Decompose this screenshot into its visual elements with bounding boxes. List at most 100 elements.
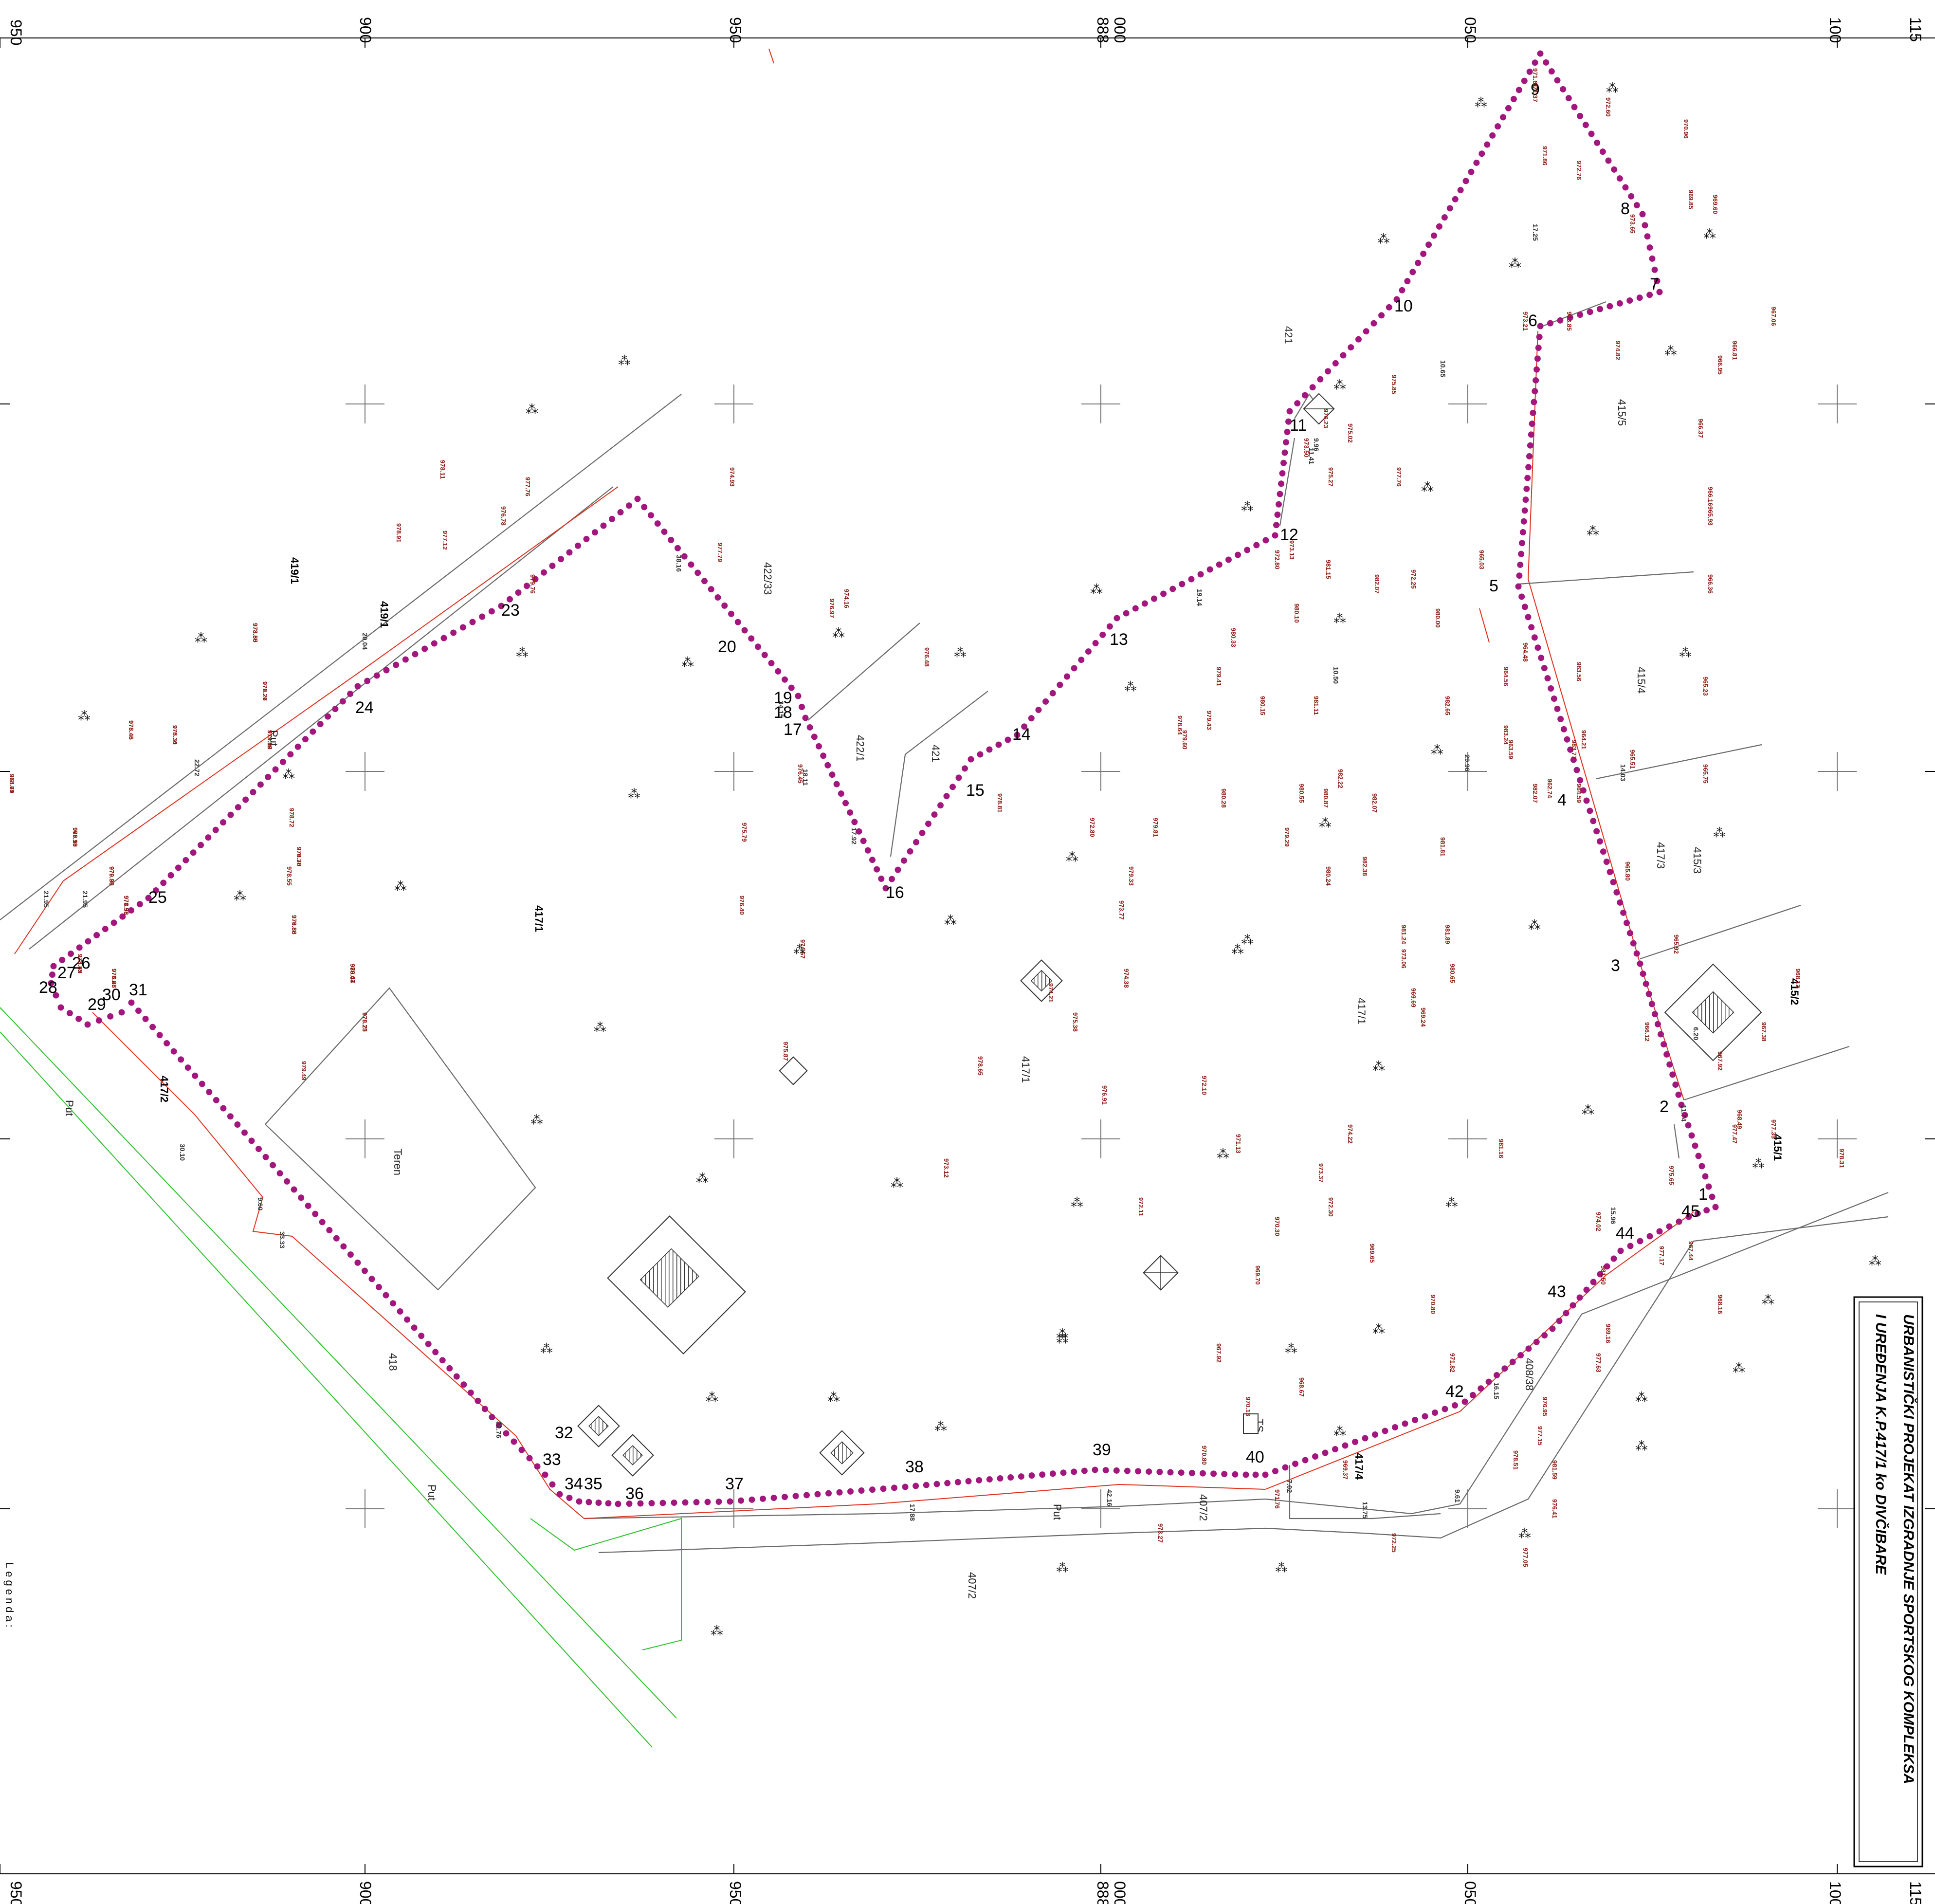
- boundary-dot: [1363, 328, 1369, 334]
- elevation-label: 970.80: [1201, 1446, 1208, 1465]
- elevation-label: 982.38: [1361, 857, 1369, 876]
- boundary-dot: [1560, 86, 1566, 92]
- boundary-dot: [878, 876, 884, 882]
- elevation-label: 980.15: [1259, 696, 1266, 715]
- elevation-label: 977.15: [1536, 1426, 1544, 1446]
- boundary-dot: [1519, 540, 1525, 546]
- boundary-dot: [450, 630, 456, 636]
- boundary-dot: [1029, 1472, 1035, 1479]
- point-label: 20: [718, 638, 736, 656]
- tree-icon: ⁂: [1333, 1424, 1347, 1439]
- boundary-dot: [248, 1137, 255, 1144]
- elevation-label: 968.67: [1298, 1377, 1305, 1397]
- boundary-dot: [1399, 287, 1405, 293]
- boundary-dot: [1292, 1461, 1298, 1467]
- boundary-dot: [966, 1478, 972, 1484]
- boundary-dot: [1658, 1031, 1664, 1038]
- field-label: Teren: [392, 1149, 404, 1175]
- boundary-dot: [340, 1243, 347, 1249]
- boundary-dot: [771, 1495, 777, 1501]
- boundary-dot: [1532, 634, 1538, 641]
- boundary-dot: [1577, 113, 1583, 119]
- boundary-dot: [824, 762, 831, 769]
- boundary-dot: [1652, 1011, 1658, 1017]
- elevation-label: 977.35: [1770, 1119, 1777, 1139]
- boundary-dot: [1637, 1238, 1643, 1245]
- boundary-dot: [1527, 442, 1533, 449]
- boundary-dot: [1123, 610, 1130, 617]
- boundary-dot: [1541, 665, 1548, 671]
- parcel-label: 418: [387, 1353, 399, 1371]
- boundary-dot: [1521, 518, 1527, 525]
- boundary-dot: [811, 733, 818, 740]
- boundary-dot: [1699, 1163, 1705, 1170]
- tree-icon: ⁂: [1475, 95, 1488, 110]
- elevation-label: 964.56: [1502, 667, 1510, 686]
- boundary-dot: [618, 509, 624, 515]
- boundary-dot: [412, 651, 419, 658]
- boundary-dot: [1584, 798, 1590, 804]
- boundary-dot: [1200, 1470, 1206, 1477]
- boundary-dot: [515, 589, 522, 596]
- boundary-dot: [59, 957, 65, 963]
- boundary-dot: [1703, 1207, 1710, 1213]
- elevation-label: 980.07: [349, 964, 356, 983]
- boundary-dot: [1530, 410, 1536, 416]
- road-label: Put: [426, 1484, 438, 1501]
- boundary-dot: [705, 1499, 711, 1505]
- boundary-dot: [626, 502, 632, 509]
- boundary-dot: [1370, 320, 1377, 327]
- elevation-points: 978.79979.99979.96978.96978.34978.46978.…: [8, 68, 1845, 1567]
- boundary-dot: [149, 1024, 156, 1030]
- tree-icon: ⁂: [1124, 679, 1138, 694]
- boundary-dot: [1556, 1318, 1563, 1324]
- title-line-2: I UREĐENJA K.P.417/1 ko DIVČIBARE: [1873, 1314, 1889, 1575]
- boundary-dot: [842, 800, 849, 806]
- tree-icon: ⁂: [827, 1390, 841, 1405]
- elevation-label: 971.82: [1449, 1353, 1456, 1373]
- boundary-dot: [1322, 1450, 1329, 1456]
- boundary-dot: [1071, 665, 1077, 671]
- building-small: [820, 1431, 864, 1475]
- tree-icon: ⁂: [1241, 933, 1255, 947]
- boundary-dot: [1617, 175, 1623, 182]
- boundary-dot: [1484, 142, 1490, 148]
- boundary-dot: [576, 1499, 583, 1505]
- elevation-label: 975.38: [1072, 1012, 1079, 1032]
- elevation-label: 980.33: [1230, 628, 1237, 647]
- elevation-label: 978.31: [1838, 1149, 1845, 1168]
- elevation-label: 963.59: [1507, 740, 1515, 759]
- elevation-label: 965.23: [1702, 677, 1709, 696]
- tree-icon: ⁂: [1090, 582, 1104, 597]
- tree-icon: ⁂: [1509, 256, 1522, 271]
- tree-icon: ⁂: [944, 913, 958, 928]
- elevation-label: 977.12: [441, 531, 449, 550]
- boundary-dot: [1146, 1468, 1152, 1475]
- point-label: 13: [1110, 630, 1128, 649]
- elevation-label: 978.72: [288, 808, 295, 827]
- parcel-label: 417/2: [158, 1076, 170, 1102]
- boundary-dot: [829, 771, 836, 778]
- boundary-dot: [1640, 970, 1646, 977]
- boundary-dot: [847, 809, 853, 816]
- boundary-dot: [1422, 1413, 1428, 1420]
- boundary-dot: [1332, 1446, 1338, 1452]
- boundary-dot: [1216, 562, 1223, 568]
- boundary-dot: [1661, 1041, 1667, 1047]
- parcel-label: 422/1: [854, 735, 866, 762]
- boundary-dot: [1135, 1468, 1141, 1474]
- boundary-dot: [1537, 323, 1544, 330]
- boundary-dot: [1655, 1021, 1661, 1027]
- elevation-label: 969.85: [1687, 190, 1695, 209]
- dimension-label: 13.75: [1361, 1501, 1369, 1519]
- grid-label: 888: [1094, 17, 1112, 43]
- boundary-dot: [1442, 214, 1448, 220]
- boundary-dot: [1302, 1457, 1309, 1464]
- boundary-dot: [411, 1324, 418, 1331]
- boundary-dot: [742, 627, 748, 634]
- boundary-dot: [1294, 400, 1300, 406]
- boundary-dot: [584, 536, 590, 542]
- boundary-dot: [1060, 1469, 1067, 1476]
- building-small: [780, 1057, 807, 1085]
